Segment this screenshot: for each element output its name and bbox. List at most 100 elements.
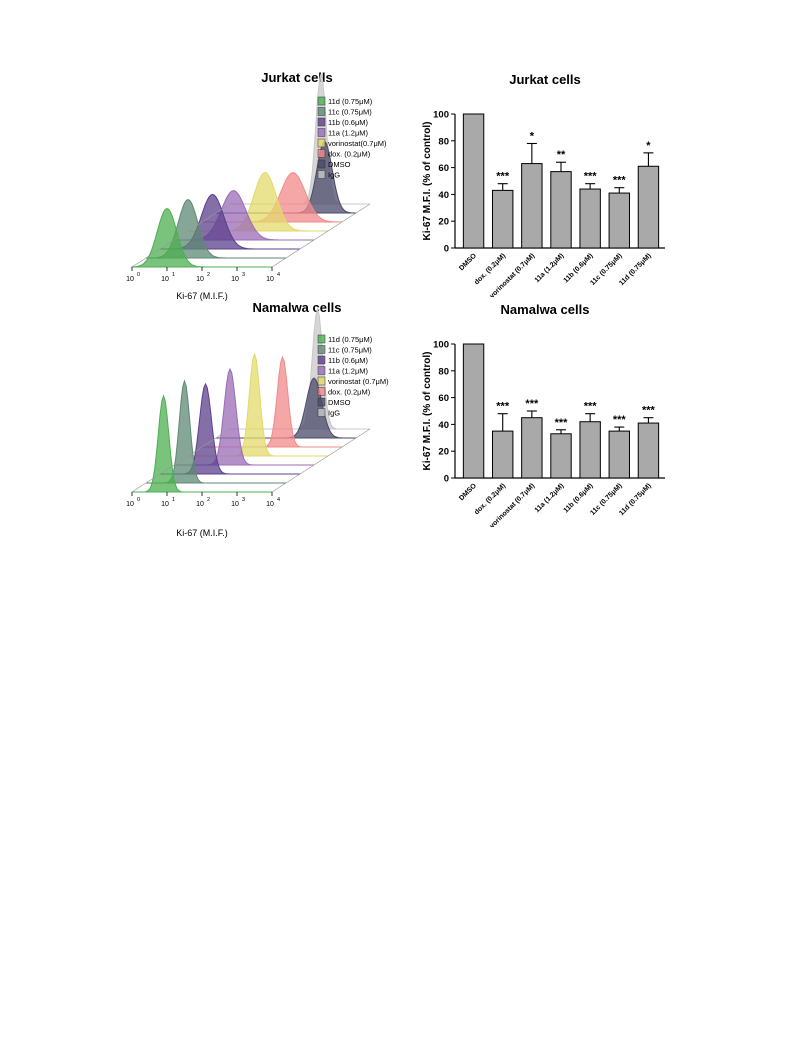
chart-title: Namalwa cells bbox=[501, 302, 590, 317]
significance-label: *** bbox=[642, 405, 656, 417]
legend-swatch bbox=[317, 376, 326, 386]
histogram-title: Namalwa cells bbox=[253, 300, 342, 315]
x-tick-label: 10 bbox=[126, 276, 134, 283]
significance-label: *** bbox=[555, 417, 569, 429]
bar bbox=[462, 113, 485, 249]
bar bbox=[637, 422, 660, 479]
histogram-curve bbox=[132, 394, 272, 493]
bar bbox=[579, 188, 601, 249]
bar bbox=[637, 165, 660, 249]
legend-swatch bbox=[317, 397, 326, 407]
floor-edge bbox=[131, 428, 231, 493]
x-tick-label: 10 bbox=[161, 501, 169, 508]
legend-label: DMSO bbox=[328, 398, 351, 407]
x-tick-exponent: 3 bbox=[242, 272, 245, 278]
legend-swatch bbox=[317, 138, 326, 148]
significance-label: *** bbox=[496, 171, 510, 183]
significance-label: *** bbox=[584, 401, 598, 413]
legend-label: vorinostat(0.7μM) bbox=[328, 139, 387, 148]
bar bbox=[550, 433, 572, 479]
legend-label: 11a (1.2μM) bbox=[328, 367, 369, 376]
x-tick-label: 11b (0.6μM) bbox=[563, 482, 595, 514]
x-tick-label: 10 bbox=[231, 276, 239, 283]
legend-swatch bbox=[317, 345, 326, 354]
histogram-panel-namalwa: Namalwa cells 10 0 10 1 10 2 10 3 10 4 Ki-67 (M.I.F… bbox=[120, 292, 390, 547]
legend-label: 11c (0.75μM) bbox=[328, 346, 372, 355]
y-tick-label: 20 bbox=[438, 217, 449, 228]
legend-swatch bbox=[317, 117, 326, 127]
legend-swatch bbox=[317, 387, 326, 396]
x-tick-label: 10 bbox=[266, 501, 274, 508]
significance-label: *** bbox=[613, 175, 627, 187]
x-tick-label: 10 bbox=[126, 501, 134, 508]
x-tick-exponent: 0 bbox=[137, 497, 140, 503]
x-axis-label: Ki-67 (M.I.F.) bbox=[176, 528, 228, 538]
legend-swatch bbox=[317, 366, 326, 375]
y-tick-label: 60 bbox=[438, 163, 449, 174]
legend-swatch bbox=[317, 128, 326, 137]
y-tick-label: 80 bbox=[438, 136, 449, 147]
y-tick-label: 20 bbox=[438, 447, 449, 458]
floor-edge bbox=[271, 428, 371, 493]
x-tick-label: 10 bbox=[231, 501, 239, 508]
floor-edge bbox=[131, 203, 231, 268]
significance-label: * bbox=[530, 130, 535, 142]
y-tick-label: 0 bbox=[444, 244, 449, 255]
y-tick-label: 80 bbox=[438, 366, 449, 377]
bar-chart-panel-namalwa: Namalwa cells 0 20 40 60 80 100 Ki-67 M.F.I. (%… bbox=[410, 292, 680, 530]
x-axis-label: Ki-67 (M.I.F.) bbox=[176, 291, 228, 301]
y-tick-label: 100 bbox=[433, 110, 449, 121]
legend-label: 11d (0.75μM) bbox=[328, 335, 373, 344]
significance-label: ** bbox=[557, 149, 566, 161]
y-tick-label: 40 bbox=[438, 420, 449, 431]
bar bbox=[608, 192, 630, 249]
legend-swatch bbox=[317, 107, 326, 116]
x-tick-label: DMSO bbox=[458, 482, 478, 502]
legend-swatch bbox=[317, 334, 326, 344]
significance-label: * bbox=[646, 140, 651, 152]
legend-label: dox. (0.2μM) bbox=[328, 150, 371, 159]
legend-label: dox. (0.2μM) bbox=[328, 388, 371, 397]
legend-swatch bbox=[317, 159, 326, 169]
x-tick-label: 11a (1.2μM) bbox=[534, 252, 566, 284]
legend-label: vorinostat (0.7μM) bbox=[328, 377, 389, 386]
bar bbox=[608, 430, 630, 479]
bar bbox=[521, 163, 543, 249]
y-axis-label: Ki-67 M.F.I. (% of control) bbox=[422, 352, 433, 471]
y-tick-label: 60 bbox=[438, 393, 449, 404]
x-tick-label: 10 bbox=[196, 276, 204, 283]
legend-label: 11d (0.75μM) bbox=[328, 97, 373, 106]
legend-label: DMSO bbox=[328, 160, 351, 169]
histogram-title: Jurkat cells bbox=[261, 70, 333, 85]
legend-label: 11b (0.6μM) bbox=[328, 356, 369, 365]
bar bbox=[492, 430, 514, 479]
legend-label: 11b (0.6μM) bbox=[328, 118, 369, 127]
chart-title: Jurkat cells bbox=[509, 72, 581, 87]
y-tick-label: 0 bbox=[444, 474, 449, 485]
legend-label: 11c (0.75μM) bbox=[328, 108, 372, 117]
y-tick-label: 40 bbox=[438, 190, 449, 201]
significance-label: *** bbox=[525, 398, 539, 410]
legend-swatch bbox=[317, 355, 326, 365]
legend-swatch bbox=[317, 170, 326, 179]
x-tick-label: DMSO bbox=[458, 252, 478, 272]
bar bbox=[550, 171, 572, 249]
bar bbox=[492, 189, 514, 249]
y-tick-label: 100 bbox=[433, 340, 449, 351]
x-tick-label: 10 bbox=[196, 501, 204, 508]
significance-label: *** bbox=[496, 401, 510, 413]
legend-swatch bbox=[317, 149, 326, 158]
x-tick-label: 10 bbox=[161, 276, 169, 283]
x-tick-label: 11a (1.2μM) bbox=[534, 482, 566, 514]
bar-chart-panel-jurkat: Jurkat cells 0 20 40 60 80 100 Ki-67 M.F.I. (% … bbox=[410, 62, 680, 300]
x-tick-exponent: 0 bbox=[137, 272, 140, 278]
bar bbox=[521, 417, 543, 479]
x-tick-exponent: 1 bbox=[172, 497, 175, 503]
floor-edge bbox=[271, 203, 371, 268]
legend-label: 11a (1.2μM) bbox=[328, 129, 369, 138]
legend-label: IgG bbox=[328, 409, 340, 418]
